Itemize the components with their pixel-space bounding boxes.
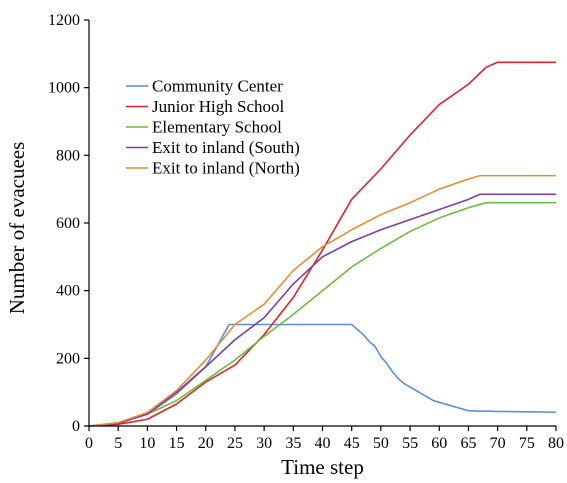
x-tick-label: 5 — [114, 435, 122, 452]
series-line-2 — [88, 61, 556, 427]
legend-label: Exit to inland (North) — [152, 159, 300, 178]
legend-label: Elementary School — [152, 118, 282, 137]
x-axis-ticks: 0 5 10 15 20 25 30 35 40 45 50 55 60 65 70 75 80 — [85, 426, 564, 452]
x-tick-label: 50 — [373, 435, 389, 452]
x-tick-label: 40 — [315, 435, 331, 452]
legend-item: Elementary School — [126, 118, 282, 137]
x-tick-label: 60 — [431, 435, 447, 452]
x-tick-label: 65 — [460, 435, 476, 452]
y-tick-label: 400 — [56, 283, 80, 300]
y-axis-title: Number of evacuees — [5, 142, 29, 315]
series-line-5 — [88, 174, 556, 427]
x-tick-label: 10 — [139, 435, 155, 452]
y-tick-label: 800 — [56, 147, 80, 164]
legend-label: Junior High School — [152, 97, 285, 116]
x-tick-label: 75 — [519, 435, 535, 452]
legend-item: Exit to inland (South) — [126, 138, 300, 157]
y-axis-ticks: 0 200 400 600 800 1000 1200 — [48, 12, 89, 435]
x-tick-label: 80 — [548, 435, 564, 452]
x-axis-title: Time step — [281, 455, 364, 479]
legend-label: Exit to inland (South) — [152, 138, 300, 157]
series-line-4 — [88, 193, 556, 427]
legend-label: Community Center — [152, 77, 283, 96]
y-tick-label: 200 — [56, 350, 80, 367]
series-lines — [88, 61, 557, 427]
x-tick-label: 45 — [344, 435, 360, 452]
y-tick-label: 1000 — [48, 80, 80, 97]
x-tick-label: 25 — [227, 435, 243, 452]
series-line-3 — [88, 201, 556, 427]
x-tick-label: 20 — [198, 435, 214, 452]
x-tick-label: 35 — [285, 435, 301, 452]
legend-item: Junior High School — [126, 97, 285, 116]
x-tick-label: 30 — [256, 435, 272, 452]
y-tick-label: 0 — [72, 418, 80, 435]
legend-item: Exit to inland (North) — [126, 159, 300, 178]
x-tick-label: 55 — [402, 435, 418, 452]
legend-item: Community Center — [126, 77, 283, 96]
y-tick-label: 600 — [56, 215, 80, 232]
x-tick-label: 0 — [85, 435, 93, 452]
x-tick-label: 15 — [169, 435, 185, 452]
y-tick-label: 1200 — [48, 12, 80, 29]
x-tick-label: 70 — [490, 435, 506, 452]
series-line-1 — [88, 323, 557, 427]
